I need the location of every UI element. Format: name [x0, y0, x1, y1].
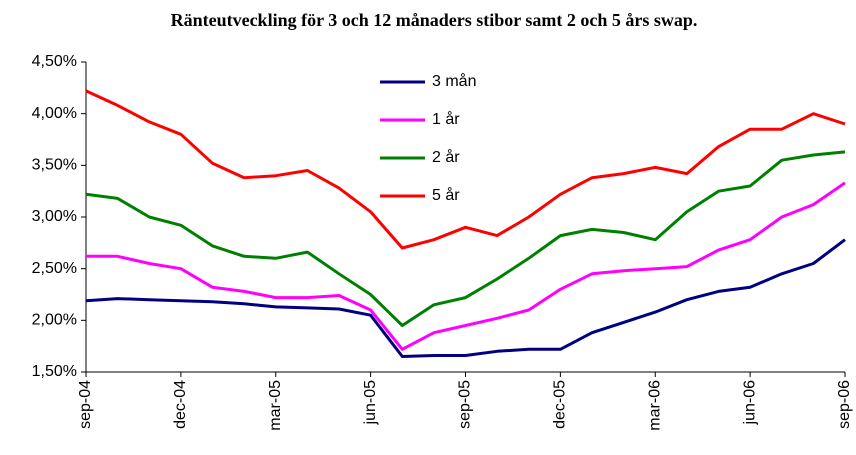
y-tick-label: 2,00%	[32, 312, 77, 329]
y-tick-label: 1,50%	[32, 363, 77, 380]
chart-title: Ränteutveckling för 3 och 12 månaders st…	[171, 10, 698, 30]
x-tick-label: jun-05	[362, 380, 379, 426]
x-tick-label: sep-05	[457, 380, 474, 429]
x-tick-label: mar-05	[267, 380, 284, 431]
x-tick-label: sep-04	[77, 380, 94, 429]
x-tick-label: dec-04	[172, 380, 189, 429]
x-tick-label: dec-05	[552, 380, 569, 429]
x-tick-label: mar-06	[646, 380, 663, 431]
legend-label: 5 år	[432, 186, 460, 204]
x-tick-label: jun-06	[741, 380, 758, 426]
y-tick-label: 4,50%	[32, 53, 77, 70]
series-line	[86, 181, 846, 351]
y-tick-label: 3,50%	[32, 157, 77, 174]
series-line	[85, 238, 846, 358]
y-tick-label: 2,50%	[32, 260, 77, 277]
y-tick-label: 4,00%	[32, 105, 77, 122]
legend-label: 2 år	[432, 148, 460, 166]
legend-label: 1 år	[432, 110, 460, 128]
series-line	[85, 150, 846, 327]
series-line	[85, 89, 846, 250]
x-tick-label: sep-06	[836, 380, 853, 429]
y-tick-label: 3,00%	[32, 208, 77, 225]
legend-label: 3 mån	[432, 72, 476, 90]
